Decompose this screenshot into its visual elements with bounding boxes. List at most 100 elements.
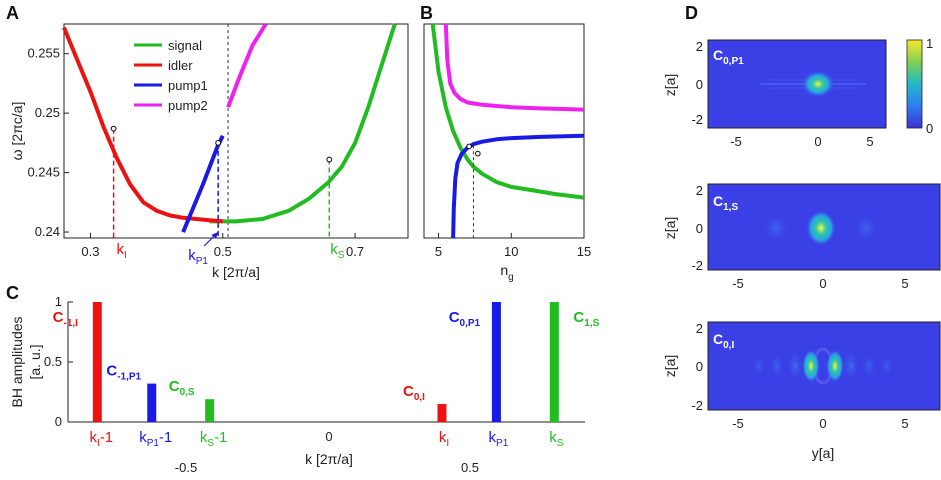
colorbar-gradient	[906, 39, 923, 129]
map-c0i-frame	[707, 321, 941, 411]
map-c1s-label: C1,S	[713, 193, 738, 213]
c-bar-label-0,I: C0,I	[403, 383, 425, 403]
legend-label-pump2: pump2	[168, 98, 208, 113]
map-c0i-sidelobe	[786, 350, 804, 382]
c-bar-0,S	[205, 399, 215, 422]
panel-a-axes-box	[63, 23, 409, 239]
map-c0p1-ytick-mid: 0	[696, 77, 703, 92]
a-marker-arrowhead-P1	[211, 232, 219, 238]
c-bar-xlabel-1,S: kS	[549, 429, 564, 449]
a-xtick-label: 0.3	[81, 244, 99, 259]
panel-b-series	[430, 23, 585, 239]
map-c0i-lobe-left	[802, 349, 820, 383]
panel-c-tick-zero: 0	[325, 429, 332, 444]
c-bar-xlabel-0,I: kI	[439, 429, 449, 449]
panel-label-c: C	[6, 283, 19, 303]
map-c0p1-ytick-top: 2	[696, 39, 703, 54]
map-c1s-xtick-right: 5	[901, 276, 908, 291]
legend-label-idler: idler	[168, 58, 193, 73]
panel-label-b: B	[420, 3, 433, 23]
map-c0i-ytick-top: 2	[696, 321, 703, 336]
c-bar-0,P1	[491, 302, 501, 422]
map-c1s-sidelobe-right	[852, 212, 880, 244]
a-series-idler	[62, 26, 223, 224]
panel-a-xticks: 0.3 0.5 0.7	[81, 233, 364, 259]
a-ytick-label: 0.24	[35, 224, 60, 239]
b-xtick-label: 10	[504, 244, 518, 259]
c-bar-label-1,S: C1,S	[573, 309, 599, 329]
map-c0i-xtick-mid: 0	[819, 416, 826, 431]
a-series-pump2	[226, 22, 268, 108]
a-marker-dot-I	[110, 125, 117, 132]
c-bar-label--1,I: C-1,I	[53, 309, 79, 329]
c-bar-xlabel-0,S: kS-1	[200, 429, 228, 449]
map-c0i-sidelobe	[751, 352, 767, 380]
map-c1s-xtick-mid: 0	[819, 276, 826, 291]
map-c0i-ytick-mid: 0	[696, 359, 703, 374]
map-c1s-sidelobe-left	[762, 212, 790, 244]
panel-a-yticks: 0.24 0.245 0.25 0.255	[27, 46, 69, 239]
c-ytick-label: 1	[55, 294, 62, 309]
map-c0i-sidelobe	[879, 352, 895, 380]
map-c0i-xtick-left: -5	[732, 416, 744, 431]
a-marker-label-S: kS	[330, 241, 345, 261]
c-bar-xlabel-0,P1: kP1	[489, 429, 509, 449]
map-c1s-frame	[707, 183, 941, 271]
legend-label-signal: signal	[168, 38, 202, 53]
a-marker-dot-P1	[215, 139, 222, 146]
panel-c-ylabel: BH amplitudes	[9, 316, 25, 407]
map-c1s-ylabel: z[a]	[662, 217, 678, 240]
c-ytick-label: 0	[55, 414, 62, 429]
map-c0i-sidelobe	[842, 350, 860, 382]
a-xtick-label: 0.7	[346, 244, 364, 259]
colorbar-tick-max: 1	[926, 36, 933, 51]
map-c1s-ytick-mid: 0	[696, 221, 703, 236]
map-c1s-ytick-bottom: -2	[691, 258, 703, 273]
map-c0i-lobe-right	[826, 349, 844, 383]
map-c0i-xtick-right: 5	[901, 416, 908, 431]
c-bar-0,I	[437, 404, 447, 422]
panel-d-xlabel: y[a]	[812, 445, 835, 461]
map-c0p1-xtick-left: -5	[730, 134, 742, 149]
b-xtick-label: 5	[435, 244, 442, 259]
map-c0p1-xtick-mid: 0	[814, 134, 821, 149]
map-c1s-xtick-left: -5	[732, 276, 744, 291]
c-bar-label-0,S: C0,S	[169, 378, 195, 398]
b-series-signal	[430, 23, 585, 200]
colorbar-tick-min: 0	[926, 121, 933, 136]
panel-a-dispersion: 0.24 0.245 0.25 0.255 0.3 0.5 0.7 kI kP1 kS k […	[9, 22, 409, 280]
panel-b-axes-box	[423, 23, 585, 239]
panel-c-bars: C-1,I kI-1 C-1,P1 kP1-1 C0,S kS-1 C0,I kI C0,P1 k…	[53, 302, 600, 449]
c-bar--1,I	[92, 302, 102, 422]
map-c0i-label: C0,I	[713, 331, 734, 351]
a-ytick-label: 0.25	[35, 105, 60, 120]
c-bar--1,P1	[147, 383, 157, 422]
panel-c-bloch-harmonics: 0 0.5 1 C-1,I kI-1 C-1,P1 kP1-1 C0,S kS-1 C0,I kI…	[9, 294, 600, 475]
c-bar-label-0,P1: C0,P1	[449, 309, 481, 329]
a-marker-label-P1: kP1	[188, 247, 208, 267]
b-series-pump2	[443, 23, 585, 112]
panel-a-markers: kI kP1 kS	[110, 125, 345, 267]
map-c0i-background	[708, 322, 940, 410]
c-bar-xlabel--1,I: kI-1	[89, 429, 113, 449]
map-c0p1-xtick-right: 5	[866, 134, 873, 149]
panel-c-ylabel-unit: [a. u.]	[27, 344, 43, 379]
c-bar-xlabel--1,P1: kP1-1	[139, 429, 172, 449]
panel-a-xlabel: k [2π/a]	[212, 264, 260, 280]
panel-c-tick-half: 0.5	[461, 460, 479, 475]
a-ytick-label: 0.255	[27, 46, 60, 61]
map-c0p1-label: C0,P1	[713, 47, 744, 67]
legend-label-pump1: pump1	[168, 78, 208, 93]
b-xtick-label: 15	[577, 244, 591, 259]
map-c0p1-mode-spot	[801, 70, 835, 98]
b-crossing-dot-upper	[466, 143, 472, 150]
field-map-c0i: C0,I 2 0 -2 -5 0 5 z[a] y[a]	[662, 321, 941, 461]
c-bar-label--1,P1: C-1,P1	[106, 363, 141, 383]
a-xtick-label: 0.5	[214, 244, 232, 259]
map-c0i-sidelobe	[861, 351, 877, 381]
a-series-signal	[209, 23, 397, 224]
panel-a-legend: signal idler pump1 pump2	[134, 38, 208, 113]
map-c0i-lobes	[751, 347, 895, 385]
panel-label-a: A	[6, 3, 19, 23]
